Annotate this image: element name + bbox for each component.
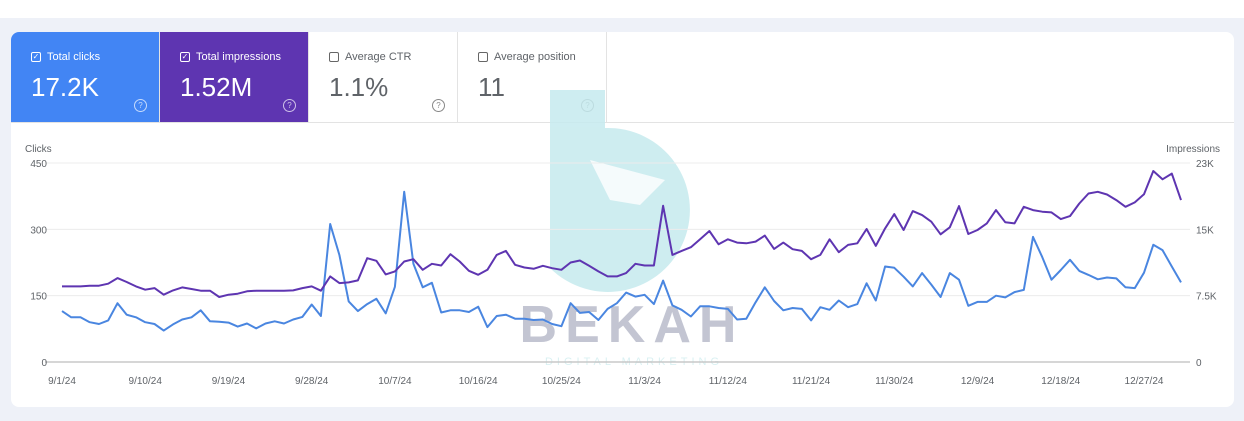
x-tick-label: 9/10/24	[129, 376, 163, 387]
metric-label: Average position	[494, 51, 576, 63]
x-tick-label: 9/1/24	[48, 376, 76, 387]
x-tick-label: 10/16/24	[459, 376, 498, 387]
right-tick-label: 0	[1196, 358, 1202, 369]
metric-label: Total clicks	[47, 51, 101, 63]
metric-value: 1.52M	[180, 72, 253, 102]
x-tick-label: 11/3/24	[628, 376, 661, 387]
x-tick-label: 9/28/24	[295, 376, 329, 387]
checkbox-icon[interactable]	[478, 52, 488, 62]
right-tick-label: 15K	[1196, 225, 1214, 236]
metric-tab-average-ctr[interactable]: Average CTR 1.1% ?	[309, 32, 458, 122]
x-tick-label: 11/12/24	[709, 376, 748, 387]
right-tick-label: 7.5K	[1196, 292, 1217, 303]
x-tick-label: 12/9/24	[961, 376, 995, 387]
metric-label: Total impressions	[196, 51, 281, 63]
series-line-impressions	[62, 170, 1182, 298]
x-tick-label: 9/19/24	[212, 376, 246, 387]
metric-tab-total-clicks[interactable]: ✓ Total clicks 17.2K ?	[11, 32, 160, 122]
x-tick-label: 11/21/24	[792, 376, 831, 387]
metric-tab-total-impressions[interactable]: ✓ Total impressions 1.52M ?	[160, 32, 309, 122]
series-line-clicks	[61, 190, 1182, 332]
left-tick-label: 0	[41, 358, 47, 369]
top-bar	[0, 0, 1244, 18]
checkbox-icon[interactable]	[329, 52, 339, 62]
left-tick-label: 150	[30, 292, 47, 303]
left-tick-label: 450	[30, 159, 47, 170]
x-tick-label: 11/30/24	[875, 376, 914, 387]
x-tick-label: 12/18/24	[1041, 376, 1080, 387]
metric-value: 1.1%	[329, 72, 389, 102]
checkbox-icon[interactable]: ✓	[31, 52, 41, 62]
metric-label: Average CTR	[345, 51, 412, 63]
metric-value: 17.2K	[31, 72, 99, 102]
x-tick-label: 10/25/24	[542, 376, 581, 387]
question-circle-icon[interactable]: ?	[283, 99, 296, 112]
question-circle-icon[interactable]: ?	[432, 99, 445, 112]
checkbox-icon[interactable]: ✓	[180, 52, 190, 62]
x-tick-label: 12/27/24	[1125, 376, 1164, 387]
right-tick-label: 23K	[1196, 159, 1214, 170]
left-tick-label: 300	[30, 225, 47, 236]
right-axis-label: Impressions	[1166, 144, 1220, 155]
metric-tabs: ✓ Total clicks 17.2K ? ✓ Total impressions…	[11, 32, 1234, 123]
left-axis-label: Clicks	[25, 144, 52, 155]
x-tick-label: 10/7/24	[378, 376, 412, 387]
metric-tab-average-position[interactable]: Average position 11 ?	[458, 32, 607, 122]
metric-value: 11	[478, 72, 505, 102]
question-circle-icon[interactable]: ?	[134, 99, 147, 112]
